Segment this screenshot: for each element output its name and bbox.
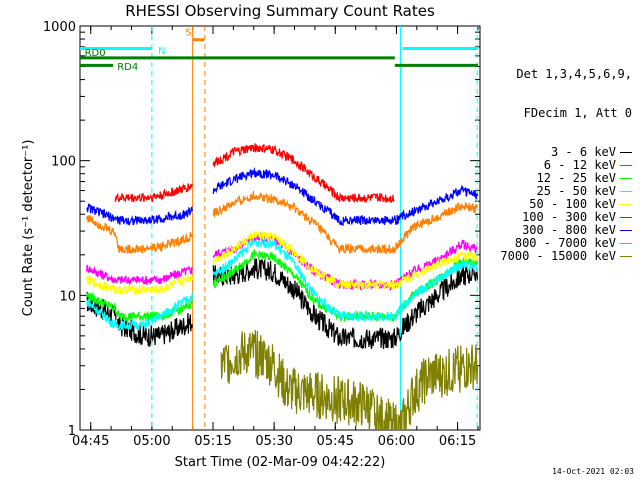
legend-swatch <box>620 178 632 179</box>
series-line <box>86 258 479 349</box>
x-tick-label: 05:30 <box>255 434 292 449</box>
x-tick-label: 05:45 <box>317 434 354 449</box>
chart-title: RHESSI Observing Summary Count Rates <box>125 2 435 20</box>
timestamp: 14-Oct-2021 02:03 <box>552 467 634 476</box>
legend-label: 3 - 6 keV <box>550 145 616 159</box>
legend-label: 25 - 50 keV <box>536 184 616 198</box>
y-axis-label: Count Rate (s⁻¹ detector⁻¹) <box>21 140 36 317</box>
x-tick-label: 05:00 <box>133 434 170 449</box>
x-tick-label: 06:00 <box>378 434 415 449</box>
legend-item: 300 - 800 keV <box>500 224 632 237</box>
legend-item: 50 - 100 keV <box>500 198 632 211</box>
series-line <box>86 191 478 255</box>
legend: Det 1,3,4,5,6,9, FDecim 1, Att 0 3 - 6 k… <box>500 42 632 276</box>
legend-swatch <box>620 217 632 218</box>
legend-item: 12 - 25 keV <box>500 172 632 185</box>
legend-item: 25 - 50 keV <box>500 185 632 198</box>
legend-swatch <box>620 243 632 244</box>
y-tick-label: 10 <box>59 289 76 304</box>
y-tick-label: 100 <box>51 155 76 170</box>
legend-item: 7000 - 15000 keV <box>500 250 632 263</box>
annotation-s: S <box>185 28 191 39</box>
plot-frame <box>79 25 481 431</box>
legend-header-1: Det 1,3,4,5,6,9, <box>516 67 632 81</box>
legend-label: 7000 - 15000 keV <box>500 249 616 263</box>
x-tick-label: 06:15 <box>439 434 476 449</box>
x-tick-label: 05:15 <box>194 434 231 449</box>
legend-swatch <box>620 152 632 153</box>
annotation-rd4: RD4 <box>117 62 138 73</box>
series-line <box>86 231 478 296</box>
legend-swatch <box>620 204 632 205</box>
legend-label: 50 - 100 keV <box>529 197 616 211</box>
legend-label: 300 - 800 keV <box>522 223 616 237</box>
legend-item: 6 - 12 keV <box>500 159 632 172</box>
series-line <box>86 248 479 323</box>
x-tick-label: 04:45 <box>72 434 109 449</box>
y-tick-label: 1 <box>68 424 76 439</box>
x-axis-label: Start Time (02-Mar-09 04:42:22) <box>175 455 386 470</box>
legend-item: 3 - 6 keV <box>500 146 632 159</box>
legend-label: 6 - 12 keV <box>543 158 616 172</box>
legend-swatch <box>620 256 632 257</box>
legend-header-2: FDecim 1, Att 0 <box>523 106 632 120</box>
legend-item: 100 - 300 keV <box>500 211 632 224</box>
series-line <box>86 237 479 332</box>
series-line <box>86 166 479 227</box>
series-line <box>220 330 479 430</box>
annotation-rd0: RD0 <box>85 48 106 59</box>
legend-label: 800 - 7000 keV <box>514 236 616 250</box>
legend-swatch <box>620 191 632 192</box>
legend-swatch <box>620 230 632 231</box>
annotation-n: N <box>158 46 165 57</box>
legend-swatch <box>620 165 632 166</box>
series-line <box>114 143 395 204</box>
legend-label: 100 - 300 keV <box>522 210 616 224</box>
legend-item: 800 - 7000 keV <box>500 237 632 250</box>
legend-label: 12 - 25 keV <box>536 171 616 185</box>
y-tick-label: 1000 <box>43 20 76 35</box>
